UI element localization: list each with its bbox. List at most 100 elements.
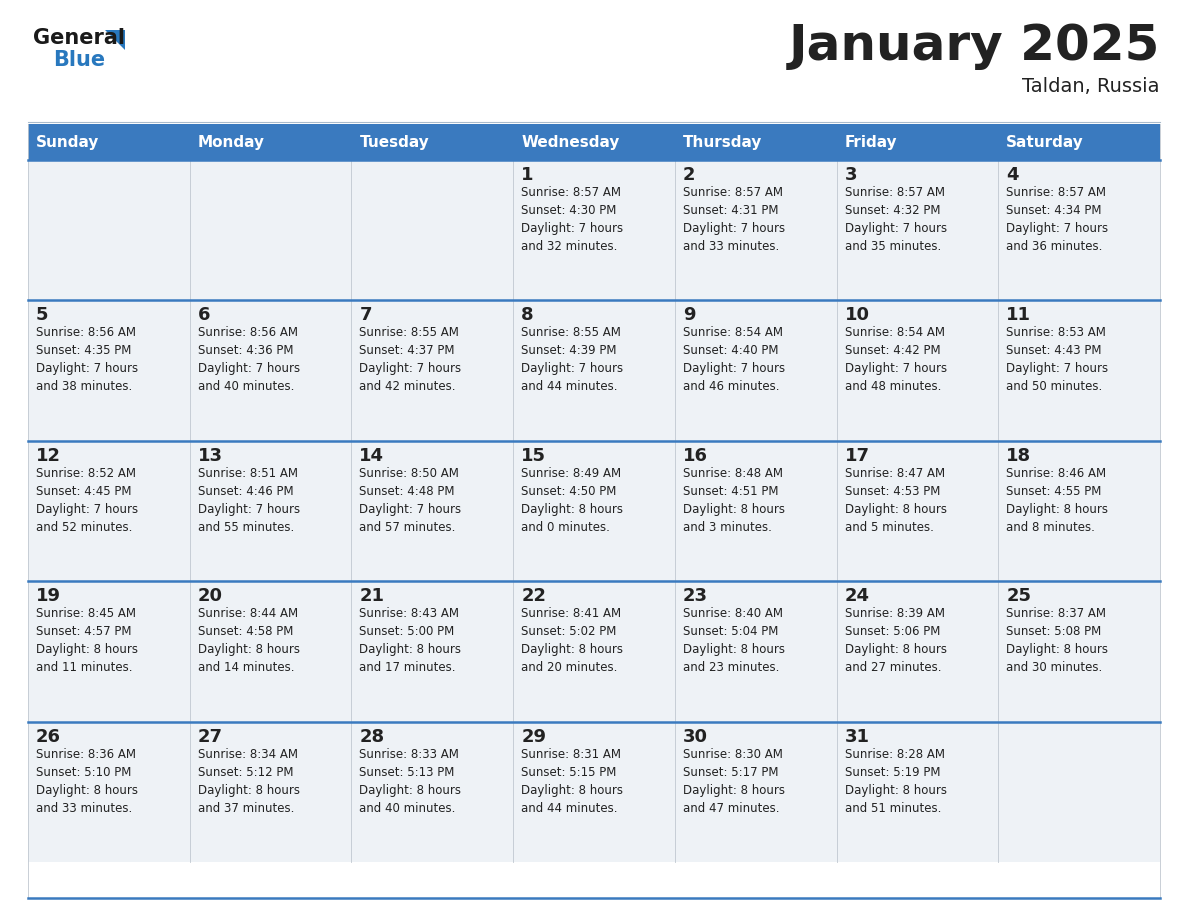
Text: 26: 26 — [36, 728, 61, 745]
Bar — [513, 300, 675, 441]
Text: Sunrise: 8:34 AM
Sunset: 5:12 PM
Daylight: 8 hours
and 37 minutes.: Sunrise: 8:34 AM Sunset: 5:12 PM Dayligh… — [197, 747, 299, 814]
Polygon shape — [105, 30, 125, 50]
Text: Sunrise: 8:40 AM
Sunset: 5:04 PM
Daylight: 8 hours
and 23 minutes.: Sunrise: 8:40 AM Sunset: 5:04 PM Dayligh… — [683, 607, 785, 674]
Text: Sunrise: 8:50 AM
Sunset: 4:48 PM
Daylight: 7 hours
and 57 minutes.: Sunrise: 8:50 AM Sunset: 4:48 PM Dayligh… — [360, 466, 462, 533]
Text: 28: 28 — [360, 728, 385, 745]
Bar — [513, 160, 675, 300]
Text: 24: 24 — [845, 588, 870, 605]
Text: Taldan, Russia: Taldan, Russia — [1023, 77, 1159, 96]
Text: 3: 3 — [845, 166, 857, 184]
Text: 15: 15 — [522, 447, 546, 465]
Bar — [352, 722, 513, 862]
Bar — [998, 722, 1159, 862]
Bar — [675, 581, 836, 722]
Text: 20: 20 — [197, 588, 222, 605]
Text: 23: 23 — [683, 588, 708, 605]
Text: Tuesday: Tuesday — [360, 135, 429, 150]
Text: Sunrise: 8:48 AM
Sunset: 4:51 PM
Daylight: 8 hours
and 3 minutes.: Sunrise: 8:48 AM Sunset: 4:51 PM Dayligh… — [683, 466, 785, 533]
Bar — [352, 300, 513, 441]
Bar — [190, 581, 352, 722]
Bar — [29, 722, 190, 862]
Bar — [998, 300, 1159, 441]
Text: 7: 7 — [360, 307, 372, 324]
Bar — [675, 300, 836, 441]
Text: 14: 14 — [360, 447, 385, 465]
Bar — [836, 124, 998, 160]
Text: Sunrise: 8:43 AM
Sunset: 5:00 PM
Daylight: 8 hours
and 17 minutes.: Sunrise: 8:43 AM Sunset: 5:00 PM Dayligh… — [360, 607, 461, 674]
Text: Wednesday: Wednesday — [522, 135, 620, 150]
Bar — [190, 124, 352, 160]
Text: Friday: Friday — [845, 135, 897, 150]
Text: 21: 21 — [360, 588, 385, 605]
Text: Thursday: Thursday — [683, 135, 763, 150]
Text: Sunrise: 8:57 AM
Sunset: 4:31 PM
Daylight: 7 hours
and 33 minutes.: Sunrise: 8:57 AM Sunset: 4:31 PM Dayligh… — [683, 186, 785, 253]
Text: 18: 18 — [1006, 447, 1031, 465]
Text: 9: 9 — [683, 307, 695, 324]
Text: Sunrise: 8:54 AM
Sunset: 4:42 PM
Daylight: 7 hours
and 48 minutes.: Sunrise: 8:54 AM Sunset: 4:42 PM Dayligh… — [845, 327, 947, 394]
Bar — [675, 160, 836, 300]
Text: 2: 2 — [683, 166, 695, 184]
Text: Sunrise: 8:56 AM
Sunset: 4:36 PM
Daylight: 7 hours
and 40 minutes.: Sunrise: 8:56 AM Sunset: 4:36 PM Dayligh… — [197, 327, 299, 394]
Text: Sunrise: 8:47 AM
Sunset: 4:53 PM
Daylight: 8 hours
and 5 minutes.: Sunrise: 8:47 AM Sunset: 4:53 PM Dayligh… — [845, 466, 947, 533]
Text: Sunrise: 8:28 AM
Sunset: 5:19 PM
Daylight: 8 hours
and 51 minutes.: Sunrise: 8:28 AM Sunset: 5:19 PM Dayligh… — [845, 747, 947, 814]
Text: 22: 22 — [522, 588, 546, 605]
Bar — [513, 441, 675, 581]
Text: Sunrise: 8:55 AM
Sunset: 4:37 PM
Daylight: 7 hours
and 42 minutes.: Sunrise: 8:55 AM Sunset: 4:37 PM Dayligh… — [360, 327, 462, 394]
Bar — [998, 441, 1159, 581]
Text: 19: 19 — [36, 588, 61, 605]
Text: Blue: Blue — [53, 50, 105, 70]
Text: 1: 1 — [522, 166, 533, 184]
Bar — [29, 300, 190, 441]
Text: 13: 13 — [197, 447, 222, 465]
Text: Sunrise: 8:57 AM
Sunset: 4:32 PM
Daylight: 7 hours
and 35 minutes.: Sunrise: 8:57 AM Sunset: 4:32 PM Dayligh… — [845, 186, 947, 253]
Bar — [513, 124, 675, 160]
Text: 29: 29 — [522, 728, 546, 745]
Text: 6: 6 — [197, 307, 210, 324]
Bar — [836, 160, 998, 300]
Bar — [836, 722, 998, 862]
Bar — [836, 581, 998, 722]
Bar — [998, 124, 1159, 160]
Bar — [29, 581, 190, 722]
Text: January 2025: January 2025 — [789, 22, 1159, 70]
Bar — [513, 581, 675, 722]
Text: Monday: Monday — [197, 135, 265, 150]
Text: Sunrise: 8:46 AM
Sunset: 4:55 PM
Daylight: 8 hours
and 8 minutes.: Sunrise: 8:46 AM Sunset: 4:55 PM Dayligh… — [1006, 466, 1108, 533]
Bar — [836, 441, 998, 581]
Bar — [190, 441, 352, 581]
Text: Sunrise: 8:51 AM
Sunset: 4:46 PM
Daylight: 7 hours
and 55 minutes.: Sunrise: 8:51 AM Sunset: 4:46 PM Dayligh… — [197, 466, 299, 533]
Bar — [29, 124, 190, 160]
Text: 12: 12 — [36, 447, 61, 465]
Bar — [675, 441, 836, 581]
Text: 5: 5 — [36, 307, 49, 324]
Bar — [352, 581, 513, 722]
Bar — [190, 160, 352, 300]
Bar — [675, 722, 836, 862]
Text: Sunrise: 8:36 AM
Sunset: 5:10 PM
Daylight: 8 hours
and 33 minutes.: Sunrise: 8:36 AM Sunset: 5:10 PM Dayligh… — [36, 747, 138, 814]
Text: Sunrise: 8:44 AM
Sunset: 4:58 PM
Daylight: 8 hours
and 14 minutes.: Sunrise: 8:44 AM Sunset: 4:58 PM Dayligh… — [197, 607, 299, 674]
Text: 4: 4 — [1006, 166, 1019, 184]
Text: 17: 17 — [845, 447, 870, 465]
Text: Sunrise: 8:57 AM
Sunset: 4:30 PM
Daylight: 7 hours
and 32 minutes.: Sunrise: 8:57 AM Sunset: 4:30 PM Dayligh… — [522, 186, 624, 253]
Text: Sunrise: 8:45 AM
Sunset: 4:57 PM
Daylight: 8 hours
and 11 minutes.: Sunrise: 8:45 AM Sunset: 4:57 PM Dayligh… — [36, 607, 138, 674]
Text: General: General — [33, 28, 125, 48]
Bar — [513, 722, 675, 862]
Text: Sunrise: 8:56 AM
Sunset: 4:35 PM
Daylight: 7 hours
and 38 minutes.: Sunrise: 8:56 AM Sunset: 4:35 PM Dayligh… — [36, 327, 138, 394]
Bar — [836, 300, 998, 441]
Text: 30: 30 — [683, 728, 708, 745]
Text: Saturday: Saturday — [1006, 135, 1085, 150]
Text: Sunrise: 8:57 AM
Sunset: 4:34 PM
Daylight: 7 hours
and 36 minutes.: Sunrise: 8:57 AM Sunset: 4:34 PM Dayligh… — [1006, 186, 1108, 253]
Text: Sunrise: 8:41 AM
Sunset: 5:02 PM
Daylight: 8 hours
and 20 minutes.: Sunrise: 8:41 AM Sunset: 5:02 PM Dayligh… — [522, 607, 624, 674]
Text: 27: 27 — [197, 728, 222, 745]
Text: Sunrise: 8:30 AM
Sunset: 5:17 PM
Daylight: 8 hours
and 47 minutes.: Sunrise: 8:30 AM Sunset: 5:17 PM Dayligh… — [683, 747, 785, 814]
Text: Sunrise: 8:39 AM
Sunset: 5:06 PM
Daylight: 8 hours
and 27 minutes.: Sunrise: 8:39 AM Sunset: 5:06 PM Dayligh… — [845, 607, 947, 674]
Bar — [998, 581, 1159, 722]
Bar — [29, 441, 190, 581]
Bar — [352, 441, 513, 581]
Text: Sunrise: 8:52 AM
Sunset: 4:45 PM
Daylight: 7 hours
and 52 minutes.: Sunrise: 8:52 AM Sunset: 4:45 PM Dayligh… — [36, 466, 138, 533]
Text: 11: 11 — [1006, 307, 1031, 324]
Text: 25: 25 — [1006, 588, 1031, 605]
Text: 8: 8 — [522, 307, 533, 324]
Text: Sunrise: 8:49 AM
Sunset: 4:50 PM
Daylight: 8 hours
and 0 minutes.: Sunrise: 8:49 AM Sunset: 4:50 PM Dayligh… — [522, 466, 624, 533]
Bar — [675, 124, 836, 160]
